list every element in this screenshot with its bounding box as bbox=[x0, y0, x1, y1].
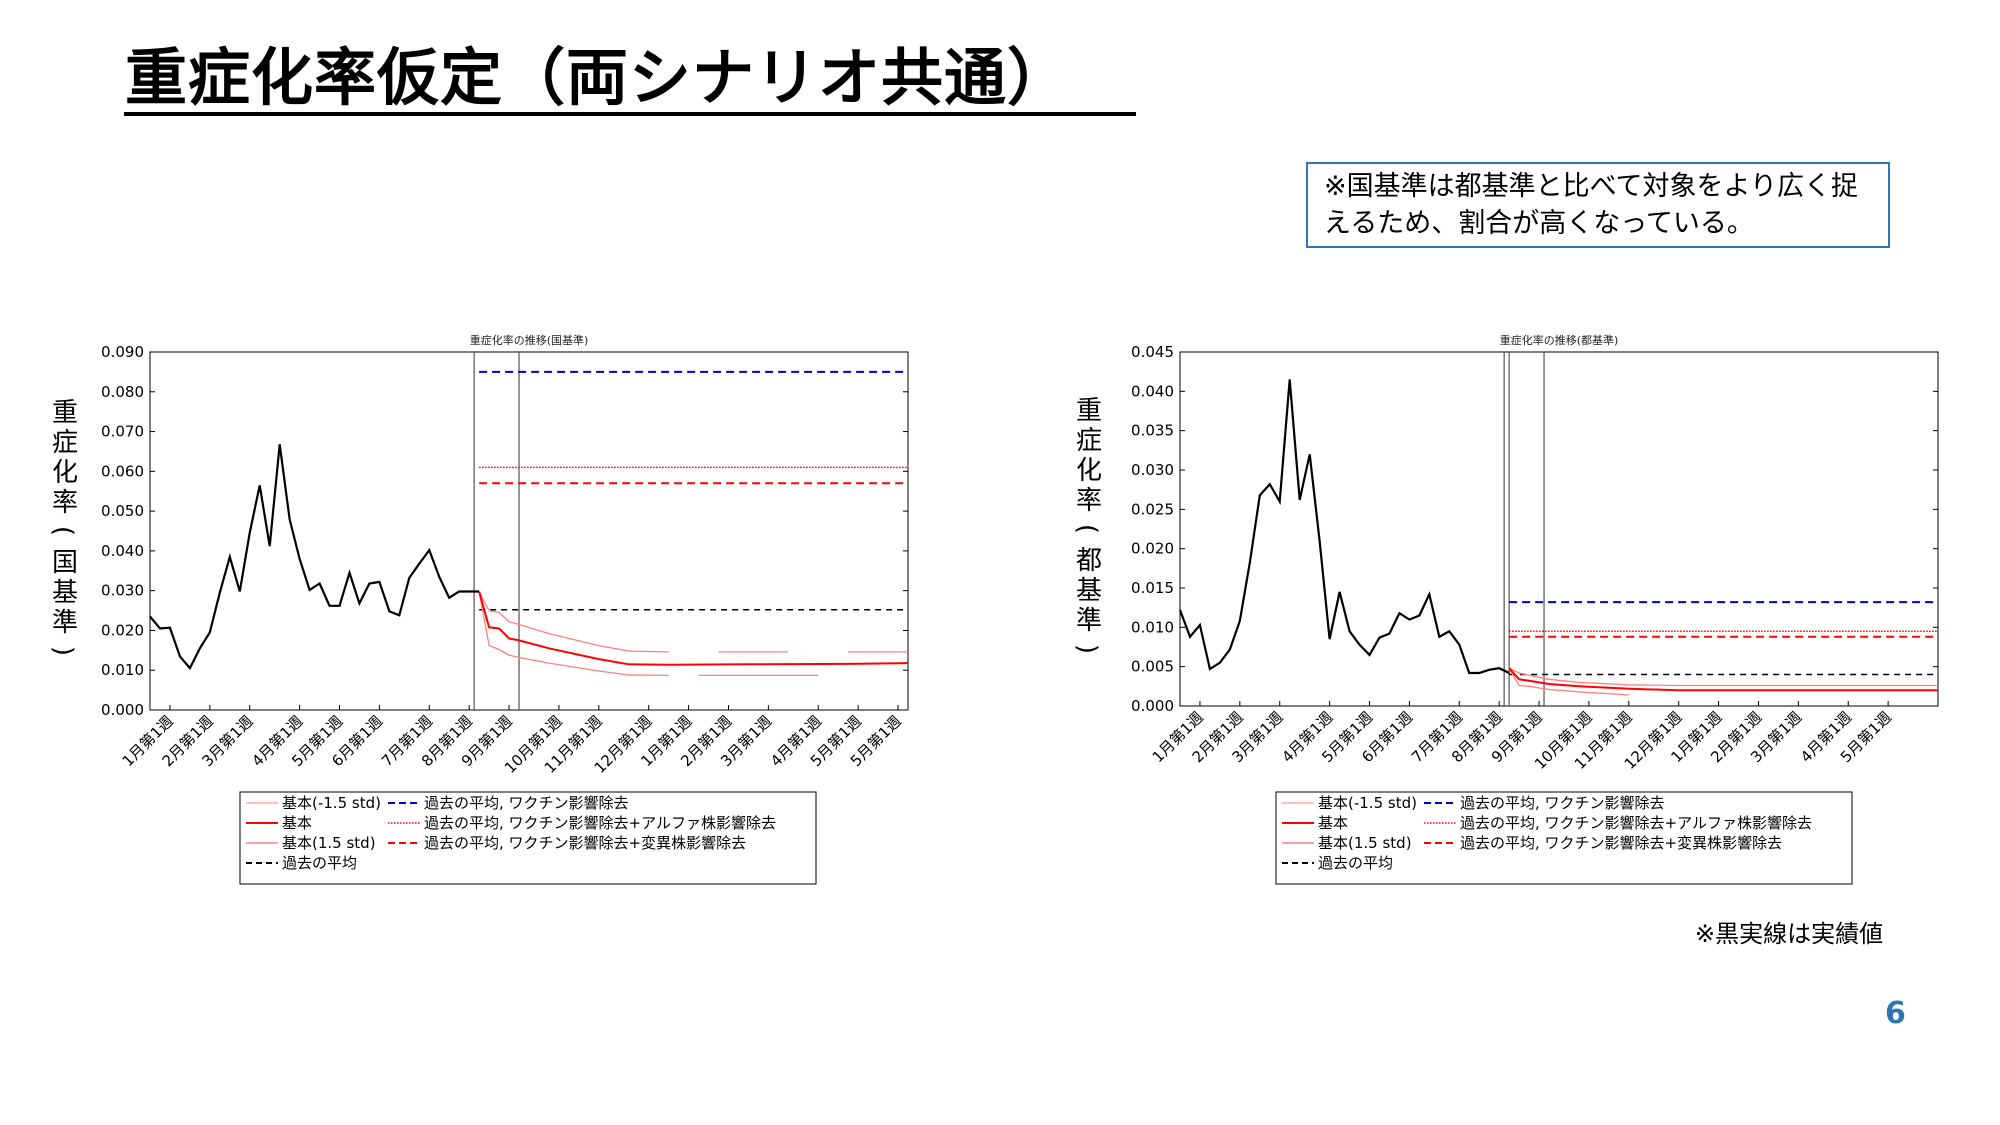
y-tick-label: 0.045 bbox=[1131, 343, 1174, 361]
y-axis-label-char: 症 bbox=[1076, 426, 1102, 456]
actual-line bbox=[149, 444, 480, 671]
y-tick-label: 0.030 bbox=[1131, 461, 1174, 479]
title-underline bbox=[124, 112, 1136, 116]
legend-label: 基本 bbox=[282, 814, 312, 832]
y-axis-label-char: ) bbox=[1072, 644, 1102, 654]
y-tick-label: 0.070 bbox=[101, 423, 144, 441]
y-axis-label-char: 症 bbox=[52, 428, 78, 458]
chart-title: 重症化率の推移(都基準) bbox=[1500, 333, 1619, 347]
y-axis-label-char: 準 bbox=[52, 608, 78, 638]
y-tick-label: 0.005 bbox=[1131, 658, 1174, 676]
forecast-base-line bbox=[1508, 667, 1938, 692]
legend-label: 過去の平均 bbox=[1318, 854, 1393, 872]
y-axis-label-char: ( bbox=[48, 526, 78, 536]
legend-label: 過去の平均 bbox=[282, 854, 357, 872]
legend-label: 基本 bbox=[1318, 814, 1348, 832]
y-tick-label: 0.015 bbox=[1131, 579, 1174, 597]
y-axis-label-char: 率 bbox=[52, 488, 78, 518]
y-tick-label: 0.010 bbox=[1131, 618, 1174, 636]
y-tick-label: 0.060 bbox=[101, 462, 144, 480]
legend-label: 過去の平均, ワクチン影響除去+変異株影響除去 bbox=[1460, 834, 1782, 852]
plot-area bbox=[1179, 351, 1939, 707]
legend-label: 過去の平均, ワクチン影響除去+変異株影響除去 bbox=[424, 834, 746, 852]
actual-line bbox=[1178, 379, 1510, 675]
plot-area bbox=[149, 351, 909, 711]
chart-title: 重症化率の推移(国基準) bbox=[470, 333, 589, 347]
legend-label: 基本(-1.5 std) bbox=[282, 794, 381, 812]
y-tick-label: 0.030 bbox=[101, 582, 144, 600]
y-tick-label: 0.040 bbox=[1131, 382, 1174, 400]
y-tick-label: 0.000 bbox=[1131, 697, 1174, 715]
note-box: ※国基準は都基準と比べて対象をより広く捉えるため、割合が高くなっている。 bbox=[1306, 162, 1890, 248]
y-tick-label: 0.025 bbox=[1131, 500, 1174, 518]
y-axis-label-char: 化 bbox=[52, 458, 78, 488]
y-axis-label-char: 重 bbox=[1076, 396, 1102, 426]
y-axis-label-char: 基 bbox=[52, 578, 78, 608]
legend-label: 過去の平均, ワクチン影響除去+アルファ株影響除去 bbox=[424, 814, 776, 832]
y-tick-label: 0.035 bbox=[1131, 422, 1174, 440]
slide-title: 重症化率仮定（両シナリオ共通） bbox=[125, 41, 1071, 114]
y-tick-label: 0.090 bbox=[101, 343, 144, 361]
forecast-high-line bbox=[478, 591, 629, 652]
y-tick-label: 0.080 bbox=[101, 383, 144, 401]
y-axis-label-char: 都 bbox=[1076, 546, 1102, 576]
forecast-base-line bbox=[478, 591, 909, 666]
forecast-low-line bbox=[1508, 667, 1629, 696]
forecast-high-line bbox=[1508, 667, 1938, 687]
legend-label: 基本(-1.5 std) bbox=[1318, 794, 1417, 812]
y-tick-label: 0.040 bbox=[101, 542, 144, 560]
legend-label: 基本(1.5 std) bbox=[282, 834, 376, 852]
legend-label: 過去の平均, ワクチン影響除去 bbox=[424, 794, 629, 812]
y-axis-label-char: 重 bbox=[52, 398, 78, 428]
y-tick-label: 0.020 bbox=[1131, 540, 1174, 558]
y-axis-label-char: 国 bbox=[52, 548, 78, 578]
chart-tokyo-standard: 重症化率の推移(都基準) 0.000 0.005 0.010 0.015 0.020 0.0… bbox=[1072, 333, 1939, 885]
chart-national-standard: 重症化率の推移(国基準) 0.000 0.010 0.020 0.030 0.040 0.0… bbox=[48, 333, 909, 885]
y-tick-label: 0.000 bbox=[101, 701, 144, 719]
footnote: ※黒実線は実績値 bbox=[1695, 920, 1884, 948]
forecast-low-line bbox=[478, 591, 629, 676]
page-number: 6 bbox=[1885, 996, 1906, 1031]
y-axis-label-char: ) bbox=[48, 646, 78, 656]
y-axis-label-char: 準 bbox=[1076, 606, 1102, 636]
y-tick-label: 0.020 bbox=[101, 621, 144, 639]
legend-box bbox=[239, 791, 817, 885]
legend-box bbox=[1275, 791, 1853, 885]
y-axis-label-char: ( bbox=[1072, 524, 1102, 534]
y-axis-label-char: 基 bbox=[1076, 576, 1102, 606]
legend-label: 過去の平均, ワクチン影響除去 bbox=[1460, 794, 1665, 812]
legend-label: 基本(1.5 std) bbox=[1318, 834, 1412, 852]
y-tick-label: 0.010 bbox=[101, 661, 144, 679]
y-axis-label-char: 化 bbox=[1076, 456, 1102, 486]
y-tick-label: 0.050 bbox=[101, 502, 144, 520]
y-axis-label-char: 率 bbox=[1076, 486, 1102, 516]
legend-label: 過去の平均, ワクチン影響除去+アルファ株影響除去 bbox=[1460, 814, 1812, 832]
forecast-high-tail bbox=[628, 650, 669, 653]
